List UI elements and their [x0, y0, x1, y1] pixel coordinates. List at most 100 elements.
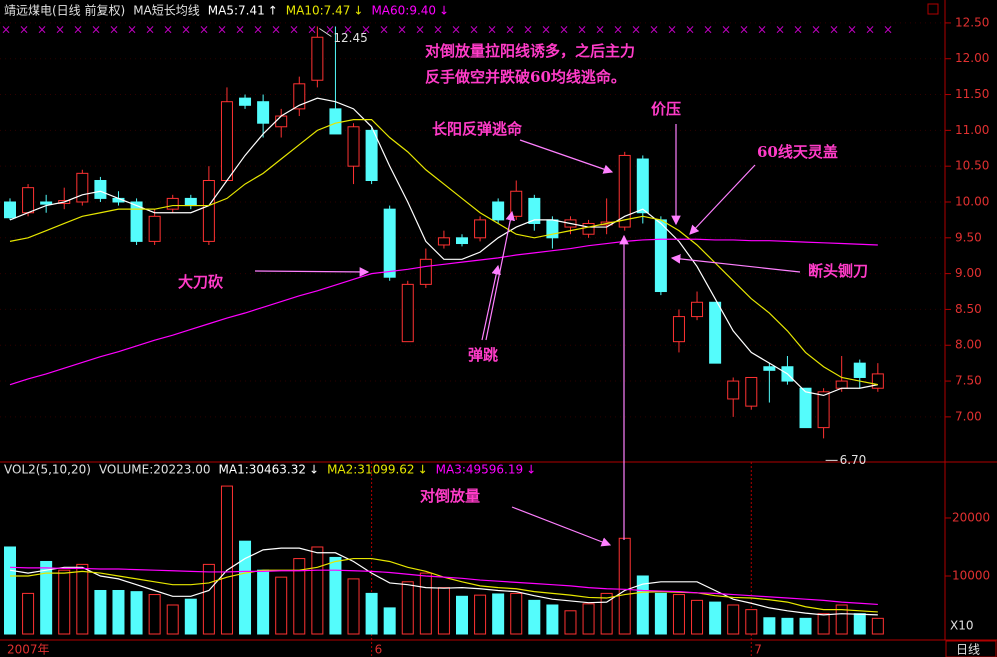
marker: ×	[37, 23, 47, 37]
marker: ×	[613, 23, 623, 37]
volume-bar	[130, 591, 143, 635]
annotation: 价压	[651, 100, 681, 118]
volume-bar	[275, 576, 288, 635]
candle-body	[184, 197, 197, 207]
marker: ×	[883, 23, 893, 37]
candle-body	[817, 391, 830, 429]
volume-bar	[763, 617, 776, 635]
marker: ×	[235, 23, 245, 37]
y-tick-label: 9.50	[955, 230, 982, 244]
volume-bar	[257, 569, 270, 635]
volume-bar	[600, 592, 613, 635]
marker: ×	[19, 23, 29, 37]
volume-bar	[4, 546, 16, 635]
candle-body	[275, 115, 288, 128]
window-icon[interactable]	[927, 3, 939, 15]
annotation: 对倒放量	[420, 487, 480, 505]
y-tick-label: 12.00	[955, 51, 989, 65]
candle-body	[691, 301, 704, 318]
high-pointer	[319, 28, 332, 37]
annotation-arrow	[689, 164, 756, 235]
marker: ×	[163, 23, 173, 37]
volume-bar	[76, 563, 89, 635]
header-text: VOL2(5,10,20)	[4, 463, 91, 477]
candle-body	[293, 83, 306, 110]
volume-bar	[40, 560, 53, 635]
candle-body	[835, 380, 848, 389]
volume-bar	[781, 617, 794, 635]
marker: ×	[361, 23, 371, 37]
y-tick-label: 10.50	[955, 159, 989, 173]
volume-bar	[202, 563, 215, 635]
volume-bar	[456, 595, 468, 635]
period-box	[945, 640, 997, 657]
ma-line	[9, 566, 878, 606]
candle-body	[202, 180, 215, 242]
marker: ×	[667, 23, 677, 37]
annotation: 长阳反弹逃命	[432, 120, 523, 138]
volume-bar	[383, 607, 396, 635]
volume-bar	[871, 617, 884, 635]
annotation-arrow	[254, 267, 370, 277]
volume-bar	[636, 575, 649, 635]
volume-bar	[347, 578, 360, 635]
marker: ×	[811, 23, 821, 37]
annotation: 弹跳	[468, 346, 498, 364]
candle-body	[853, 362, 866, 378]
annotation-arrow	[481, 264, 501, 341]
annotation: 反手做空并跌破60均线逃命。	[425, 68, 626, 86]
trend-arrow: ↑	[268, 4, 278, 18]
volume-bar	[365, 592, 378, 635]
candle-body	[220, 101, 233, 182]
candle-body	[76, 172, 89, 203]
volume-bar	[727, 604, 740, 635]
annotation: 断头铡刀	[808, 262, 868, 280]
y-tick-label: 10.00	[955, 194, 989, 208]
marker: ×	[739, 23, 749, 37]
candle-body	[492, 201, 505, 221]
candle-body	[763, 366, 776, 371]
volume-bar	[148, 594, 161, 635]
candle-body	[871, 373, 884, 389]
marker: ×	[127, 23, 137, 37]
volume-bar	[22, 592, 35, 635]
period-label: 日线	[956, 643, 980, 657]
candle-body	[654, 219, 667, 293]
y-tick-label: 10000	[952, 568, 990, 582]
volume-bar	[691, 599, 704, 635]
unit-label: X10	[950, 619, 974, 633]
marker: ×	[217, 23, 227, 37]
volume-bar	[311, 546, 324, 635]
marker: ×	[847, 23, 857, 37]
header-text: MA1:30463.32	[219, 463, 307, 477]
high-label: 12.45	[333, 31, 367, 45]
x-tick-label: 7	[754, 643, 762, 657]
marker: ×	[757, 23, 767, 37]
volume-bar	[654, 592, 667, 635]
volume-bar	[817, 613, 830, 635]
marker: ×	[703, 23, 713, 37]
marker: ×	[793, 23, 803, 37]
volume-bar	[510, 592, 523, 635]
volume-bar	[474, 594, 487, 635]
volume-bar	[401, 581, 414, 635]
candle-body	[456, 237, 468, 245]
marker: ×	[1, 23, 11, 37]
marker: ×	[775, 23, 785, 37]
candle-body	[347, 126, 360, 167]
trend-arrow: ↓	[418, 463, 428, 477]
candle-body	[401, 283, 414, 343]
marker: ×	[397, 23, 407, 37]
annotation-arrow	[511, 506, 612, 547]
volume-bar	[745, 609, 758, 635]
annotation-arrow	[519, 139, 614, 174]
annotation-arrow	[485, 210, 516, 341]
marker: ×	[343, 23, 353, 37]
candle-body	[22, 187, 35, 214]
candle-body	[437, 237, 450, 246]
annotation-arrow	[670, 254, 801, 273]
header-text: MA短长均线	[133, 4, 200, 18]
volume-bar	[220, 485, 233, 635]
